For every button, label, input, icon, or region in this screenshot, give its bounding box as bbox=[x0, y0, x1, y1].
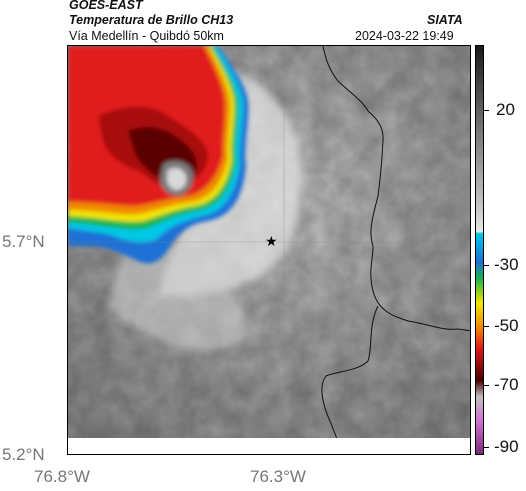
cbar-tick-mark bbox=[484, 326, 489, 327]
lat-tick-5-2: 5.2°N bbox=[2, 445, 45, 464]
cbar-label-minus50: -50 bbox=[494, 316, 519, 335]
brightness-temperature-field: ★ bbox=[68, 46, 470, 454]
colorbar bbox=[475, 45, 484, 455]
cbar-tick-mark bbox=[484, 110, 489, 111]
lon-tick-76-8: 76.8°W bbox=[34, 467, 90, 486]
satellite-map: ★ bbox=[67, 45, 471, 455]
lon-tick-76-3: 76.3°W bbox=[250, 467, 306, 486]
cbar-label-minus30: -30 bbox=[494, 255, 519, 274]
region-subtitle: Vía Medellín - Quibdó 50km bbox=[69, 29, 224, 43]
source-label: SIATA bbox=[427, 13, 463, 27]
colorbar-gradient bbox=[476, 46, 483, 454]
lat-tick-5-7: 5.7°N bbox=[2, 232, 45, 251]
product-title: GOES-EAST bbox=[69, 0, 143, 12]
star-icon: ★ bbox=[265, 234, 278, 250]
channel-title: Temperatura de Brillo CH13 bbox=[69, 13, 234, 27]
cbar-label-minus90: -90 bbox=[494, 437, 519, 456]
cbar-label-minus70: -70 bbox=[494, 375, 519, 394]
cbar-tick-mark bbox=[484, 385, 489, 386]
datetime-label: 2024-03-22 19:49 bbox=[355, 29, 454, 43]
cbar-label-20: 20 bbox=[496, 100, 515, 119]
cbar-tick-mark bbox=[484, 265, 489, 266]
cbar-tick-mark bbox=[484, 447, 489, 448]
